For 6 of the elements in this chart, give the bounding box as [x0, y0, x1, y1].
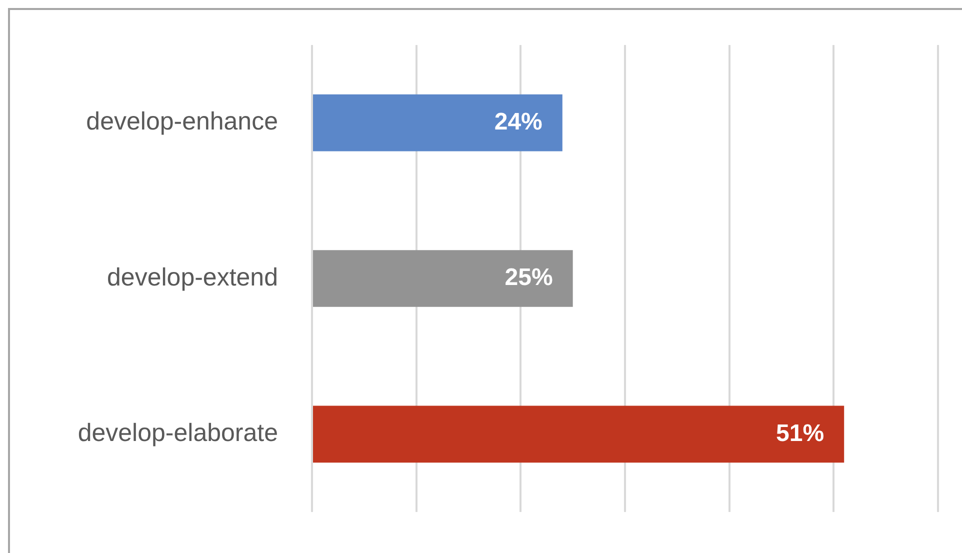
data-label: 51% — [776, 420, 824, 447]
data-label: 25% — [504, 264, 553, 292]
data-label: 24% — [494, 108, 542, 136]
y-tick-label: develop-enhance — [86, 108, 278, 136]
y-tick-label: develop-extend — [107, 263, 278, 292]
y-tick-label: develop-elaborate — [78, 419, 278, 448]
